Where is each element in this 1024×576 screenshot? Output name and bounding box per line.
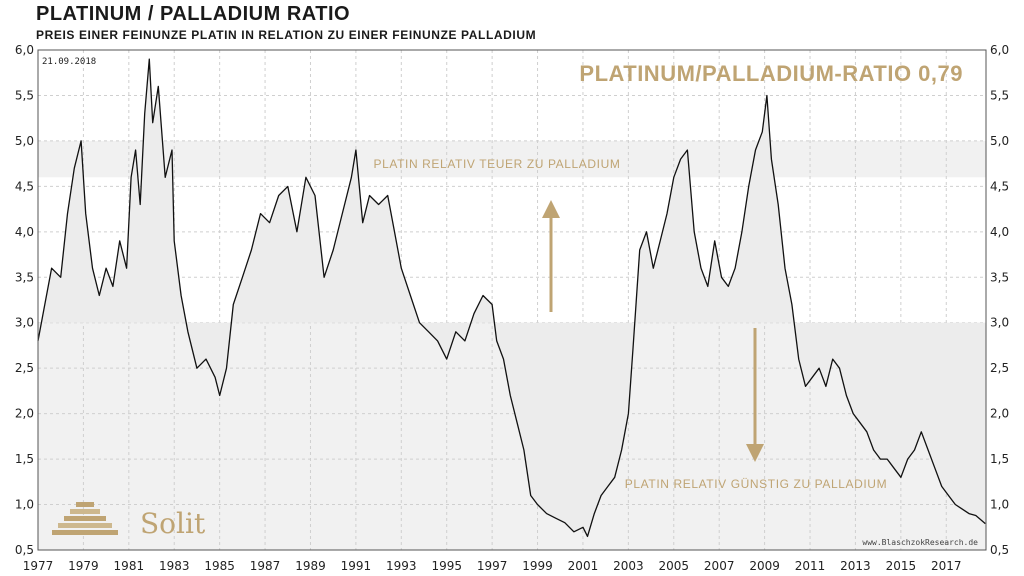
y-tick-label-right: 4,0 xyxy=(990,225,1009,239)
pyramid-step xyxy=(70,509,100,514)
y-tick-label-left: 3,0 xyxy=(15,316,34,330)
x-tick-label: 1979 xyxy=(68,559,99,573)
y-tick-label-left: 6,0 xyxy=(15,43,34,57)
y-tick-label-right: 1,0 xyxy=(990,498,1009,512)
band-label-cheap: PLATIN RELATIV GÜNSTIG ZU PALLADIUM xyxy=(625,477,887,491)
solit-logo: Solit xyxy=(52,502,206,540)
y-tick-label-left: 4,0 xyxy=(15,225,34,239)
axes-layer xyxy=(37,49,987,551)
band-label-expensive: PLATIN RELATIV TEUER ZU PALLADIUM xyxy=(374,157,621,171)
ratio-line xyxy=(37,58,986,538)
pyramid-step xyxy=(76,502,94,507)
pyramid-step xyxy=(64,516,106,521)
y-tick-label-right: 2,5 xyxy=(990,361,1009,375)
y-tick-label-left: 5,5 xyxy=(15,88,34,102)
date-label: 21.09.2018 xyxy=(42,57,96,67)
x-tick-label: 2013 xyxy=(840,559,871,573)
pyramid-icon xyxy=(52,502,118,535)
y-tick-label-left: 1,0 xyxy=(15,498,34,512)
x-tick-label: 2003 xyxy=(613,559,644,573)
x-tick-label: 1977 xyxy=(23,559,54,573)
y-tick-label-left: 5,0 xyxy=(15,134,34,148)
pyramid-step xyxy=(58,523,112,528)
x-tick-label: 1989 xyxy=(295,559,326,573)
x-tick-label: 2011 xyxy=(795,559,826,573)
watermark-url: www.BlaschzokResearch.de xyxy=(862,538,978,547)
x-tick-label: 2005 xyxy=(659,559,690,573)
x-tick-label: 1997 xyxy=(477,559,508,573)
y-tick-label-right: 3,0 xyxy=(990,316,1009,330)
y-tick-label-right: 4,5 xyxy=(990,179,1009,193)
tick-labels: 0,5 0,5 1,0 1,0 1,5 1,5 2,0 2,0 2,5 2,5 3,0 3,0 3,5 3… xyxy=(15,43,1009,573)
y-tick-label-left: 2,5 xyxy=(15,361,34,375)
band-0 xyxy=(38,140,986,178)
down-arrow-head xyxy=(746,444,764,462)
up-arrow-head xyxy=(542,200,560,218)
chart-subtitle: PREIS EINER FEINUNZE PLATIN IN RELATION … xyxy=(36,28,537,42)
x-tick-label: 1999 xyxy=(522,559,553,573)
y-tick-label-right: 5,0 xyxy=(990,134,1009,148)
x-tick-label: 1995 xyxy=(431,559,462,573)
x-tick-label: 1981 xyxy=(114,559,145,573)
x-tick-label: 1993 xyxy=(386,559,417,573)
x-tick-label: 2007 xyxy=(704,559,735,573)
y-tick-label-left: 2,0 xyxy=(15,407,34,421)
y-tick-label-left: 3,5 xyxy=(15,270,34,284)
y-tick-label-left: 0,5 xyxy=(15,543,34,557)
y-tick-label-right: 3,5 xyxy=(990,270,1009,284)
annotations: 21.09.2018 PLATINUM/PALLADIUM-RATIO 0,79 P… xyxy=(42,57,978,547)
x-tick-label: 2009 xyxy=(749,559,780,573)
headline-ratio-value: PLATINUM/PALLADIUM-RATIO 0,79 xyxy=(579,61,963,86)
x-tick-label: 2001 xyxy=(568,559,599,573)
x-tick-label: 1983 xyxy=(159,559,190,573)
y-tick-label-right: 6,0 xyxy=(990,43,1009,57)
x-tick-label: 1987 xyxy=(250,559,281,573)
pyramid-step xyxy=(52,530,118,535)
plot-frame xyxy=(37,49,987,551)
y-tick-label-right: 5,5 xyxy=(990,88,1009,102)
y-tick-label-right: 2,0 xyxy=(990,407,1009,421)
y-tick-label-left: 4,5 xyxy=(15,179,34,193)
x-tick-label: 2015 xyxy=(886,559,917,573)
y-tick-label-right: 0,5 xyxy=(990,543,1009,557)
x-tick-label: 1991 xyxy=(341,559,372,573)
y-tick-label-left: 1,5 xyxy=(15,452,34,466)
x-tick-label: 2017 xyxy=(931,559,962,573)
chart-title: PLATINUM / PALLADIUM RATIO xyxy=(36,3,351,25)
x-tick-label: 1985 xyxy=(204,559,235,573)
y-tick-label-right: 1,5 xyxy=(990,452,1009,466)
solit-logo-text: Solit xyxy=(140,507,206,540)
